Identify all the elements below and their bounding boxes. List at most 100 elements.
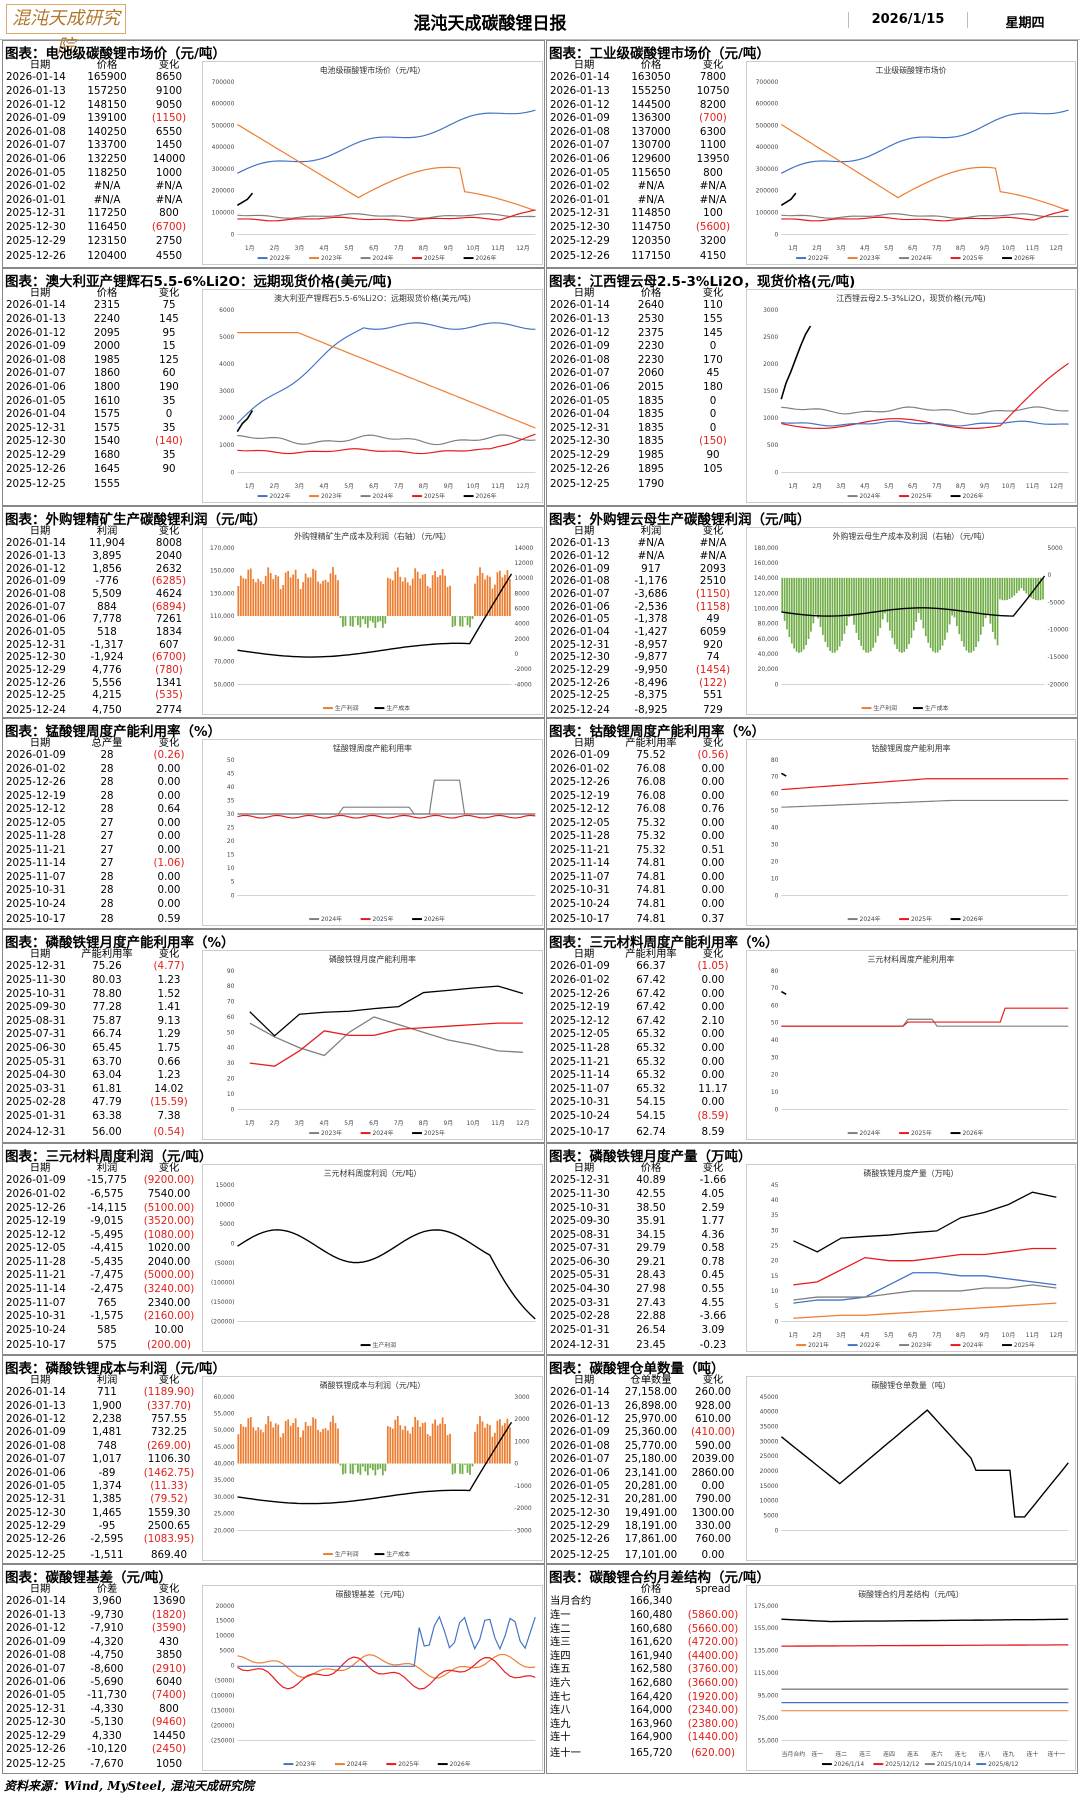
legend-label: 2022年 (270, 254, 291, 262)
y2-tick-label: -1000 (514, 1483, 531, 1490)
table-cell: 2026-01-09 (6, 1635, 66, 1648)
profit-bar (262, 584, 265, 617)
table-cell: 0.00 (701, 857, 725, 870)
y-tick-label: 0 (775, 892, 779, 899)
x-tick-label: 10月 (467, 245, 481, 252)
table-cell: -15,775 (87, 1174, 127, 1187)
profit-bar (269, 1421, 272, 1464)
profit-bar (461, 616, 464, 627)
y-tick-label: 40 (771, 1197, 779, 1204)
table-cell: -14,115 (87, 1201, 127, 1214)
y-tick-label: 120,000 (754, 590, 779, 597)
y2-tick-label: -2000 (514, 1505, 531, 1512)
table-cell: 20,281.00 (624, 1479, 678, 1492)
data-table: 日期 价格 变化 2026-01-14 2315 75 2026-01-13 2240 145 2… (4, 287, 200, 494)
table-cell: (9200.00) (143, 1174, 195, 1187)
profit-bar (951, 577, 953, 616)
table-cell: 2026-01-04 (550, 626, 610, 639)
table-cell: 2026-01-02 (550, 180, 610, 193)
table-cell: -1,378 (634, 613, 668, 626)
table-header: 日期 总产量 变化 (4, 737, 200, 749)
y-tick-label: 40000 (760, 1409, 779, 1416)
table-cell: 15 (162, 340, 176, 353)
table-cell: 1895 (637, 462, 665, 475)
table-cell: 1,017 (92, 1453, 122, 1466)
legend-label: 2024年 (373, 492, 394, 500)
profit-bar (461, 1463, 464, 1475)
table-row: 2025-11-28 65.32 0.00 (548, 1042, 744, 1056)
profit-bar (991, 577, 994, 632)
profit-bar (496, 1420, 499, 1464)
table-cell: 148150 (87, 98, 127, 111)
table-cell: 0.00 (157, 816, 181, 829)
table-cell: 2025-10-24 (6, 1323, 66, 1336)
table-cell: 2026-01-13 (6, 1608, 66, 1621)
table-cell: 139100 (87, 112, 127, 125)
chart-title: 锰酸锂周度产能利用率 (333, 743, 412, 753)
table-row: 2026-01-12 2095 95 (4, 327, 200, 341)
y-tick-label: 75,000 (758, 1715, 779, 1722)
table-cell: (5000.00) (143, 1269, 195, 1282)
table-cell: 74.81 (636, 857, 666, 870)
profit-bar (399, 576, 402, 617)
table-cell: 2.59 (701, 1201, 725, 1214)
profit-bar (424, 573, 427, 617)
table-cell: -9,877 (634, 651, 668, 664)
panel-title: 图表：碳酸锂基差（元/吨） (5, 1570, 172, 1586)
series-2024 (781, 1018, 1069, 1027)
y-tick-label: 5000 (219, 334, 234, 341)
legend-label: 2025年 (962, 254, 983, 262)
profit-bar (908, 577, 910, 645)
table-cell: -1,924 (90, 651, 124, 664)
table-cell: -10,120 (87, 1743, 127, 1756)
table-cell: 129600 (631, 152, 671, 165)
x-tick-label: 3月 (295, 1120, 305, 1127)
column-header: 变化 (702, 59, 724, 71)
y-tick-label: 80 (227, 983, 235, 990)
profit-bar (357, 1463, 359, 1473)
profit-bar (312, 568, 314, 617)
table-cell: 125 (159, 353, 179, 366)
profit-bar (381, 616, 384, 628)
profit-bar (406, 582, 409, 617)
table-row: 2025-11-07 765 2340.00 (4, 1297, 200, 1311)
table-cell: 17,101.00 (624, 1548, 678, 1561)
table-cell: 145 (703, 326, 723, 339)
table-cell: -1,176 (634, 575, 668, 588)
table-cell: 2025-05-31 (6, 1055, 66, 1068)
table-row: 2026-01-09 139100 (1150) (4, 112, 200, 126)
table-cell: 4,750 (92, 704, 122, 717)
series-2024 (781, 799, 1069, 808)
table-row: 2025-12-30 1835 (150) (548, 435, 744, 449)
table-row: 2025-12-26 28 0.00 (4, 776, 200, 790)
table-cell: #N/A (699, 193, 727, 206)
y-tick-label: 5 (775, 1303, 779, 1310)
y2-tick-label: 10000 (514, 575, 533, 582)
table-row: 2026-01-06 129600 13950 (548, 153, 744, 167)
table-cell: 28 (100, 776, 114, 789)
y-tick-label: 700000 (756, 79, 779, 86)
table-row: 2025-12-26 76.08 0.00 (548, 776, 744, 790)
profit-bar (982, 577, 985, 627)
profit-bar (444, 1424, 446, 1464)
table-cell: 2026-01-01 (6, 193, 66, 206)
profit-bar (401, 581, 404, 617)
table-cell: 75.32 (636, 830, 666, 843)
profit-bar (312, 1417, 314, 1464)
profit-bar (309, 577, 312, 617)
y-tick-label: 60 (227, 1014, 235, 1021)
table-cell: 4,215 (92, 689, 122, 702)
table-cell: 2025-02-28 (550, 1310, 610, 1323)
y-tick-label: (5000) (215, 1260, 235, 1267)
table-cell (682, 1595, 744, 1609)
series-2024 (249, 1022, 523, 1067)
y2-tick-label: 14000 (514, 545, 533, 552)
table-cell: 2026-01-05 (6, 1479, 66, 1492)
y-tick-label: 0 (231, 1240, 235, 1247)
table-cell: 1985 (637, 448, 665, 461)
table-cell: (1189.90) (143, 1386, 195, 1399)
x-tick-label: 1月 (788, 1332, 798, 1339)
table-cell: 2025-12-24 (6, 704, 66, 717)
profit-bar (419, 1426, 422, 1464)
table-row: 2025-11-07 74.81 0.00 (548, 871, 744, 885)
